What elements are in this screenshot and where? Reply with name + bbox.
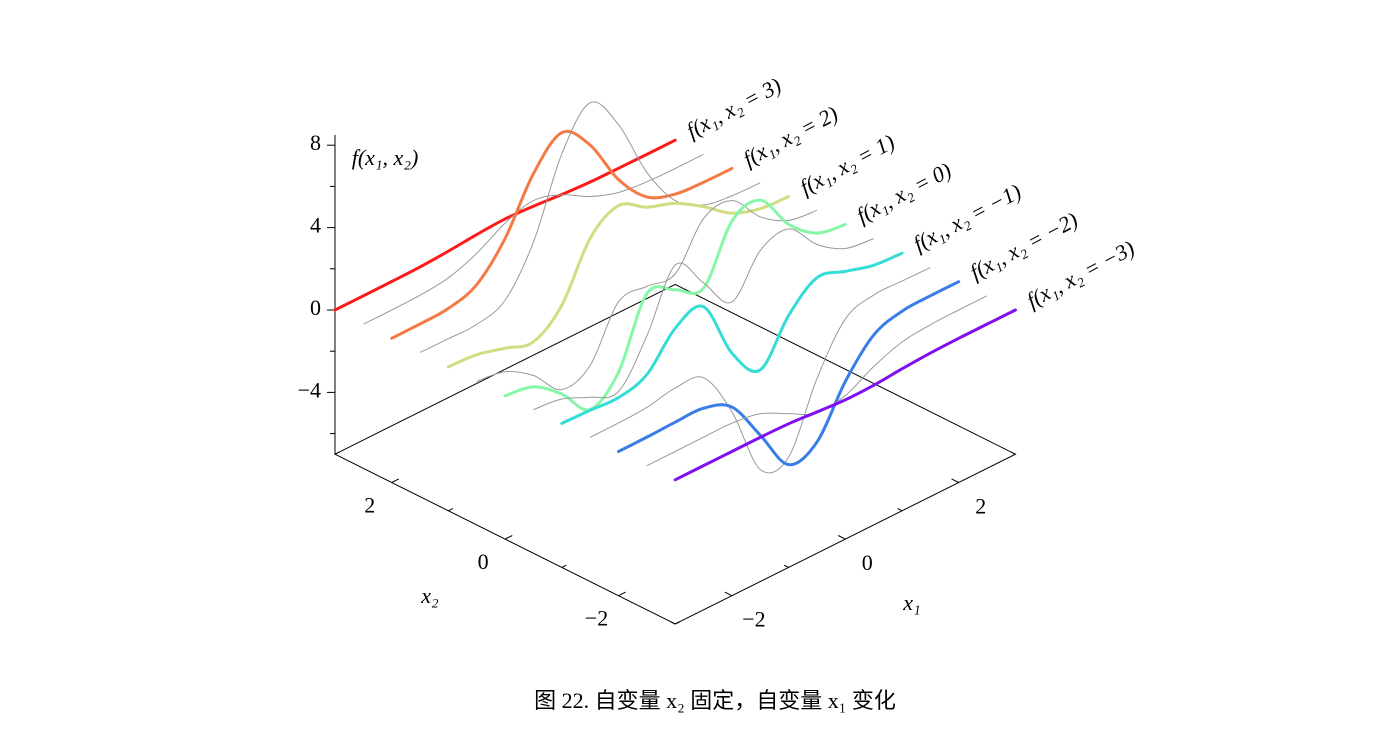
mesh-line [589,267,931,474]
y-tick [448,508,454,512]
mesh-line [363,153,704,325]
floor-box [333,283,1017,625]
y-tick-label: 2 [364,493,375,518]
y-tick [504,535,513,540]
z-tick-label: 0 [310,295,321,320]
x-tick-label: 2 [975,494,986,519]
z-tick-label: 8 [310,130,321,155]
y-tick [618,591,626,597]
y-tick [391,478,400,483]
y-tick [674,621,680,625]
x-tick [724,591,733,597]
y-tick [561,564,567,568]
y-tick-label: 0 [478,549,489,574]
x-tick [783,564,789,568]
series-line [446,195,791,369]
mesh-line [533,228,874,411]
series-line [673,308,1017,482]
z-tick-label: −4 [298,377,321,402]
y-tick-label: −2 [585,606,608,631]
x-tick [670,621,676,625]
series-line [617,280,961,467]
caption: 图 22. 自变量 x₂ 固定，自变量 x₁ 变化 [534,688,896,713]
z-tick-label: 4 [310,213,321,238]
mesh-line [476,200,818,391]
floor [327,134,1017,625]
series-line [560,251,904,425]
x-tick [837,535,846,540]
series-line [333,138,677,312]
y-tick [334,451,340,455]
x-tick [1010,451,1016,455]
series-line [390,130,734,340]
mesh-line [419,101,761,353]
y-axis-label: x₂ [420,583,439,608]
x-axis-label: x₁ [902,590,920,615]
curves [333,101,1017,482]
x-tick [951,478,959,483]
x-tick-label: 0 [862,550,873,575]
x-tick [897,508,903,512]
series-line [503,198,847,412]
x-tick-label: −2 [742,607,765,632]
z-axis-label: f(x₁, x₂) [352,145,419,170]
